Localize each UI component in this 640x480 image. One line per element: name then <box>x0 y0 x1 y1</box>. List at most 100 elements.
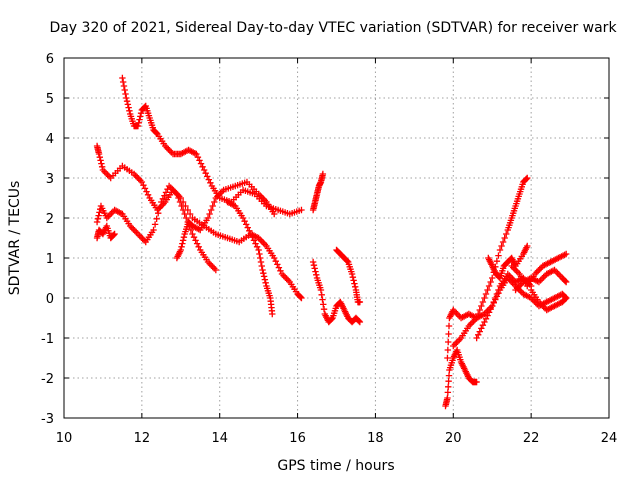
data-point <box>312 268 319 275</box>
grid-lines <box>64 58 609 418</box>
data-point <box>257 254 264 262</box>
data-point <box>181 210 188 218</box>
data-point <box>473 334 480 342</box>
data-point <box>244 224 251 231</box>
chart-title: Day 320 of 2021, Sidereal Day-to-day VTE… <box>49 20 617 36</box>
data-point <box>125 104 132 111</box>
data-points <box>93 74 570 410</box>
data-point <box>257 258 265 266</box>
data-point <box>309 258 317 266</box>
data-point <box>137 113 144 120</box>
y-tick-label: -1 <box>41 332 54 347</box>
data-point <box>241 218 248 225</box>
data-point <box>445 330 452 338</box>
data-point <box>349 274 357 281</box>
data-point <box>495 252 502 259</box>
data-point <box>119 74 126 82</box>
x-tick-label: 10 <box>56 431 73 446</box>
data-point <box>444 354 451 362</box>
data-point <box>478 325 485 332</box>
data-point <box>487 278 494 286</box>
data-point <box>319 296 326 303</box>
data-point <box>179 237 187 244</box>
data-point <box>274 261 281 268</box>
data-point <box>259 266 266 274</box>
data-point <box>313 271 320 278</box>
data-point <box>260 273 268 280</box>
y-tick-label: 3 <box>46 172 54 187</box>
data-point <box>256 250 263 258</box>
data-point <box>478 302 485 310</box>
data-point <box>153 215 160 222</box>
series-track-f <box>224 198 276 318</box>
data-point <box>476 306 483 314</box>
data-point <box>272 258 279 265</box>
series-track-j <box>442 346 480 410</box>
data-point <box>126 107 133 114</box>
data-point <box>310 262 318 269</box>
data-point <box>356 298 364 306</box>
x-tick-label: 24 <box>601 431 618 446</box>
data-point <box>202 170 209 177</box>
data-point <box>445 378 452 385</box>
data-point <box>200 166 208 174</box>
data-point <box>98 163 106 170</box>
data-point <box>319 170 327 178</box>
data-point <box>495 290 502 297</box>
data-point <box>269 310 276 318</box>
data-point <box>445 372 453 379</box>
data-point <box>179 240 186 247</box>
data-point <box>298 206 305 214</box>
data-point <box>144 191 152 198</box>
data-point <box>186 210 194 218</box>
series-track-e <box>173 178 278 262</box>
series-track-m <box>485 242 531 282</box>
x-tick-label: 22 <box>523 431 540 446</box>
data-point <box>318 291 325 298</box>
x-axis-label: GPS time / hours <box>277 458 394 474</box>
data-point <box>207 206 215 214</box>
data-point <box>479 322 487 329</box>
data-point <box>95 150 103 158</box>
y-tick-label: 2 <box>46 212 54 227</box>
data-point <box>252 240 259 247</box>
y-tick-label: 4 <box>46 132 54 147</box>
data-point <box>275 264 283 271</box>
data-point <box>120 82 128 90</box>
data-point <box>123 98 131 105</box>
series-track-q <box>527 286 570 314</box>
data-point <box>193 240 201 247</box>
data-point <box>476 328 483 335</box>
data-point <box>180 234 188 241</box>
data-point <box>195 243 202 250</box>
data-point <box>473 314 480 322</box>
data-point <box>524 174 531 182</box>
x-tick-label: 20 <box>445 431 462 446</box>
data-point <box>177 246 184 254</box>
data-point <box>524 242 531 250</box>
data-point <box>175 194 182 202</box>
x-tick-label: 12 <box>134 431 151 446</box>
data-point <box>155 210 162 217</box>
data-point <box>277 267 284 274</box>
data-point <box>482 315 490 322</box>
y-tick-label: 1 <box>46 252 54 267</box>
data-point <box>317 286 325 294</box>
data-point <box>212 266 220 274</box>
data-point <box>297 294 304 301</box>
data-point <box>141 185 149 192</box>
data-point <box>196 157 203 164</box>
data-point <box>271 210 278 218</box>
data-point <box>189 230 196 238</box>
data-point <box>94 215 102 222</box>
data-point <box>207 179 214 186</box>
data-point <box>350 277 357 284</box>
data-point <box>183 214 190 222</box>
data-point <box>176 198 184 206</box>
data-point <box>479 298 487 306</box>
data-point <box>197 160 205 167</box>
data-point <box>121 86 128 94</box>
data-point <box>97 157 104 164</box>
plot-frame <box>63 57 610 419</box>
